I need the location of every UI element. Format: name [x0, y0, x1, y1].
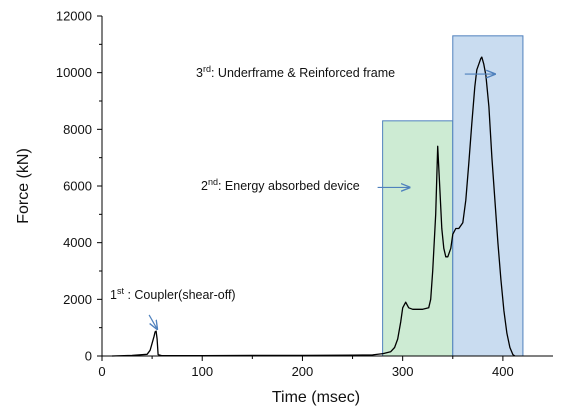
x-tick-label: 200	[292, 364, 314, 379]
stage-region-2	[382, 120, 454, 357]
stage-region-3	[452, 35, 524, 357]
annot-1-arrow	[148, 314, 157, 329]
y-axis-ticks: 0 2000 4000 6000 8000 10000 12000	[56, 9, 102, 364]
annot-1-label: 1st : Coupler(shear-off)	[110, 286, 236, 302]
y-tick-label: 6000	[63, 179, 92, 194]
y-tick-label: 10000	[56, 65, 92, 80]
y-tick-label: 4000	[63, 235, 92, 250]
annot-2-label: 2nd: Energy absorbed device	[201, 177, 360, 193]
x-tick-label: 300	[392, 364, 414, 379]
annot-2: 2nd: Energy absorbed device	[201, 177, 410, 193]
x-tick-label: 400	[492, 364, 514, 379]
impact-stage-regions	[382, 35, 524, 357]
annot-3-label: 3rd: Underframe & Reinforced frame	[196, 64, 395, 80]
y-tick-label: 8000	[63, 122, 92, 137]
x-tick-label: 100	[191, 364, 213, 379]
y-tick-label: 2000	[63, 292, 92, 307]
y-tick-label: 0	[85, 349, 92, 364]
annot-1: 1st : Coupler(shear-off)	[110, 286, 236, 329]
stage-annotations: 1st : Coupler(shear-off) 2nd: Energy abso…	[110, 64, 495, 329]
y-axis-title: Force (kN)	[15, 148, 32, 224]
x-tick-label: 0	[98, 364, 105, 379]
x-axis-title: Time (msec)	[272, 389, 360, 406]
y-tick-label: 12000	[56, 9, 92, 24]
x-axis-ticks: 0 100 200 300 400	[98, 356, 514, 379]
annot-3: 3rd: Underframe & Reinforced frame	[196, 64, 495, 80]
